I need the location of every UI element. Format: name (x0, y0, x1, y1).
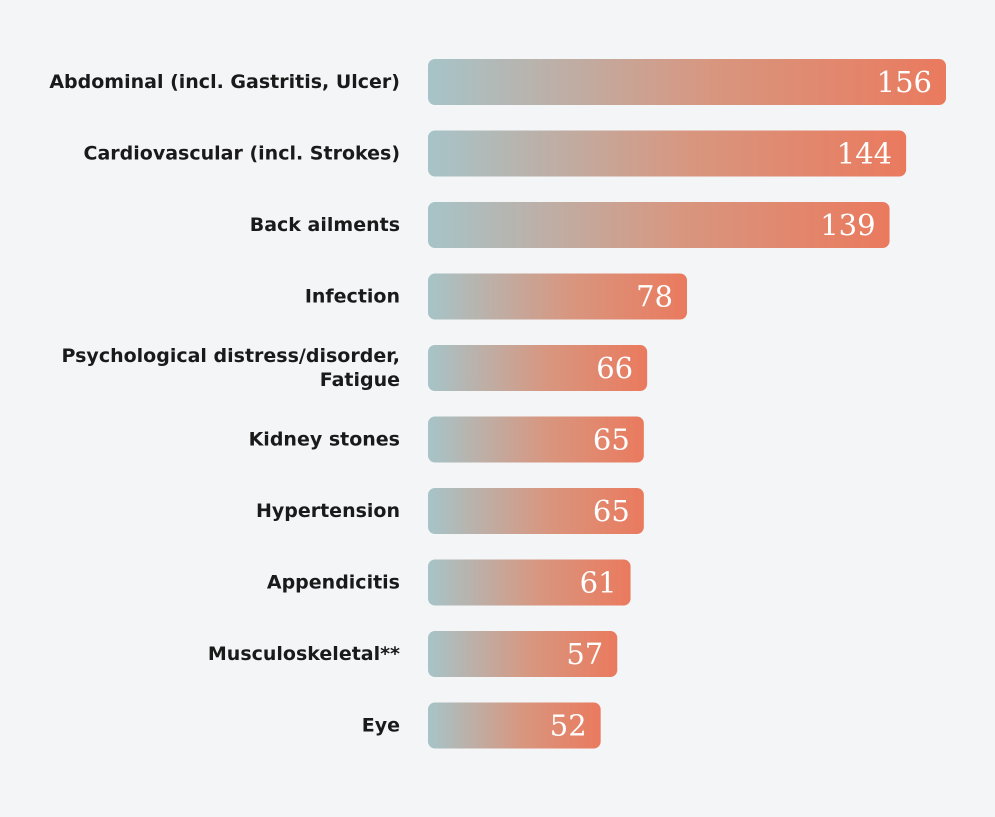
bar-value-label: 144 (837, 137, 892, 171)
category-label-line: Musculoskeletal** (208, 643, 400, 665)
category-label-line: Abdominal (incl. Gastritis, Ulcer) (49, 71, 400, 93)
bar-value-label: 78 (636, 280, 673, 314)
bar (428, 59, 946, 105)
category-label-line: Eye (362, 715, 400, 737)
category-label-line: Cardiovascular (incl. Strokes) (84, 143, 400, 165)
category-label: Psychological distress/disorder, Fatigue (62, 345, 400, 391)
category-label: Cardiovascular (incl. Strokes) (84, 143, 400, 165)
category-label-line: Appendicitis (267, 572, 400, 594)
bars-layer: 156 144 139 78 66 65 65 61 57 52 (428, 59, 946, 749)
category-labels: Abdominal (incl. Gastritis, Ulcer) Cardio… (49, 71, 400, 737)
bar (428, 273, 687, 320)
category-label: Kidney stones (249, 429, 400, 451)
bar (428, 416, 644, 463)
category-label: Abdominal (incl. Gastritis, Ulcer) (49, 71, 400, 93)
bar-value-label: 65 (593, 423, 630, 457)
category-label: Appendicitis (267, 572, 400, 594)
category-label: Back ailments (250, 214, 400, 236)
category-label-line: Kidney stones (249, 429, 400, 451)
category-label: Hypertension (256, 500, 400, 522)
category-label-line: Psychological distress/disorder, (62, 345, 400, 367)
category-label: Musculoskeletal** (208, 643, 400, 665)
bar-value-label: 52 (550, 709, 587, 743)
bar-value-label: 57 (566, 637, 603, 671)
bar-value-label: 61 (580, 566, 617, 600)
bar (428, 559, 631, 606)
category-label-line: Fatigue (320, 369, 400, 391)
category-label: Eye (362, 715, 400, 737)
category-label-line: Back ailments (250, 214, 400, 236)
bar (428, 202, 890, 248)
bar (428, 130, 907, 177)
bar-value-label: 139 (820, 208, 875, 242)
category-label-line: Hypertension (256, 500, 400, 522)
bar (428, 488, 644, 534)
bar-value-label: 66 (596, 351, 633, 385)
bar (428, 631, 618, 677)
category-label: Infection (305, 286, 400, 308)
bar (428, 702, 601, 749)
bar-value-label: 156 (877, 65, 932, 99)
category-label-line: Infection (305, 286, 400, 308)
bar (428, 345, 648, 391)
bar-value-label: 65 (593, 494, 630, 528)
